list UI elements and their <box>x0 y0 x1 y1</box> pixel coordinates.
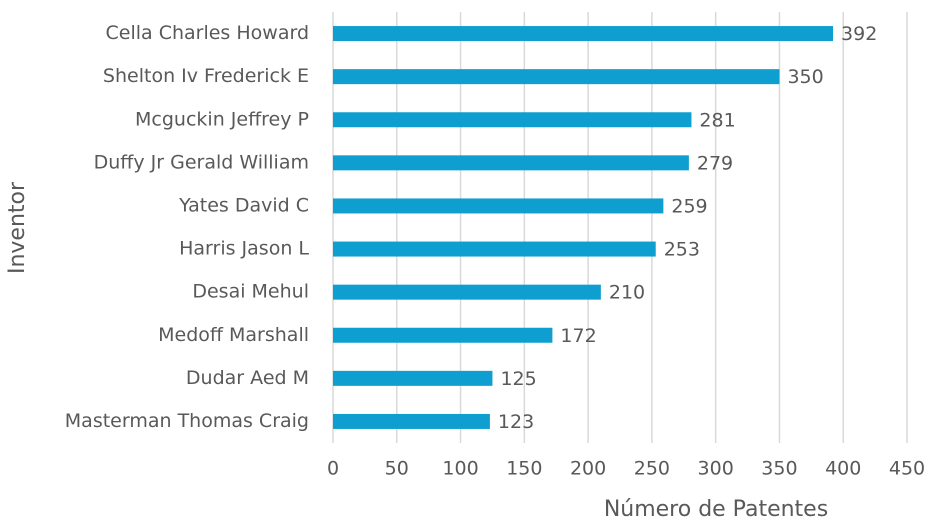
data-label: 123 <box>498 411 534 433</box>
data-label: 253 <box>664 239 700 261</box>
data-label: 210 <box>609 282 645 304</box>
x-tick-label: 250 <box>634 458 670 480</box>
y-tick-label: Dudar Aed M <box>186 367 309 389</box>
bar <box>333 413 490 429</box>
y-tick-label: Desai Mehul <box>192 281 309 303</box>
x-tick-label: 0 <box>327 458 339 480</box>
x-tick-label: 150 <box>506 458 542 480</box>
bar <box>333 327 553 343</box>
bar <box>333 69 780 85</box>
x-tick-label: 400 <box>825 458 861 480</box>
x-tick-label: 350 <box>761 458 797 480</box>
data-label: 172 <box>560 325 596 347</box>
x-tick-label: 200 <box>570 458 606 480</box>
y-tick-label: Harris Jason L <box>179 238 309 260</box>
bar <box>333 112 692 128</box>
bar <box>333 26 834 42</box>
data-label: 281 <box>699 109 735 131</box>
y-tick-label: Shelton Iv Frederick E <box>103 65 309 87</box>
data-label: 350 <box>787 66 823 88</box>
x-tick-label: 100 <box>442 458 478 480</box>
bar <box>333 284 601 300</box>
data-label: 392 <box>841 23 877 45</box>
y-tick-label: Medoff Marshall <box>158 324 309 346</box>
x-axis-label: Número de Patentes <box>604 497 828 522</box>
bar <box>333 370 493 386</box>
bar <box>333 241 656 257</box>
x-tick-label: 300 <box>698 458 734 480</box>
x-tick-label: 450 <box>889 458 925 480</box>
bar <box>333 155 689 171</box>
data-label: 259 <box>671 195 707 217</box>
y-tick-label: Mcguckin Jeffrey P <box>135 108 309 130</box>
bar <box>333 198 664 214</box>
y-axis-label: Inventor <box>5 181 30 274</box>
y-tick-label: Yates David C <box>178 194 309 216</box>
y-tick-label: Masterman Thomas Craig <box>65 410 309 432</box>
x-tick-label: 50 <box>385 458 409 480</box>
data-label: 125 <box>500 368 536 390</box>
y-tick-label: Cella Charles Howard <box>106 22 310 44</box>
data-label: 279 <box>697 152 733 174</box>
y-tick-label: Duffy Jr Gerald William <box>94 151 309 173</box>
